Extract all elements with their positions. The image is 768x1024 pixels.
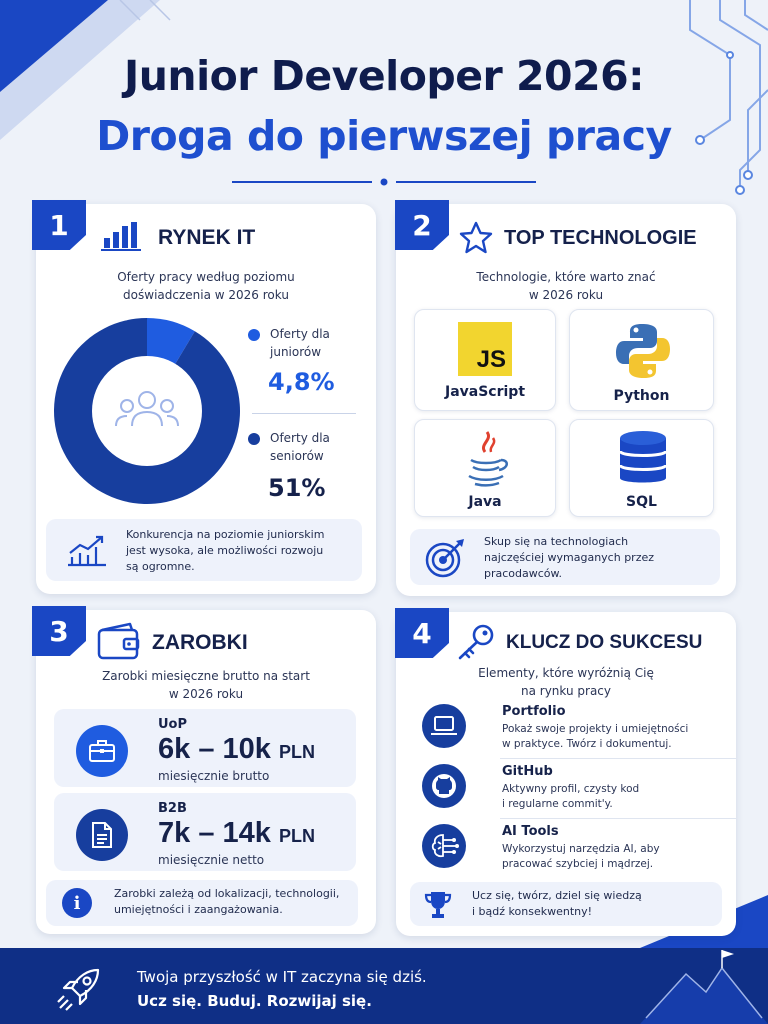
tech-name: Python	[613, 388, 670, 404]
section-number-badge: 3	[32, 606, 86, 656]
target-icon	[425, 539, 464, 578]
title-divider	[232, 178, 536, 186]
salary-uop: UoP 6k – 10k PLN miesięcznie brutto	[54, 709, 356, 787]
success-item-title: AI Tools	[502, 824, 559, 839]
tech-note: Skup się na technologiach najczęściej wym…	[410, 529, 720, 585]
salary-value: 6k – 10k PLN	[158, 733, 315, 765]
section-title: KLUCZ DO SUKCESU	[506, 632, 703, 653]
tech-note-text: Skup się na technologiach najczęściej wym…	[484, 535, 655, 580]
tech-tile-javascript: JS JavaScript	[414, 309, 556, 411]
legend-separator	[252, 413, 356, 414]
tech-name: JavaScript	[444, 384, 526, 400]
ai-brain-icon	[422, 824, 466, 868]
separator	[500, 758, 736, 759]
market-note: Konkurencja na poziomie juniorskim jest w…	[46, 519, 362, 581]
legend-dot-seniors	[248, 433, 260, 445]
section-title: ZAROBKI	[152, 631, 248, 654]
donut-chart	[53, 318, 240, 504]
key-icon	[458, 624, 494, 660]
database-icon	[618, 431, 668, 483]
salary-b2b: B2B 7k – 14k PLN miesięcznie netto	[54, 793, 356, 871]
page-title: Junior Developer 2026:	[123, 52, 645, 100]
tech-tile-python: Python	[569, 309, 714, 411]
tech-name: Java	[468, 494, 502, 510]
success-item-github: GitHub Aktywny profil, czysty kod i regul…	[418, 762, 748, 818]
rocket-icon	[57, 968, 100, 1011]
js-logo-text: JS	[476, 346, 506, 373]
tech-tile-java: Java	[414, 419, 556, 517]
success-note: Ucz się, twórz, dziel się wiedzą i bądź k…	[410, 882, 722, 926]
tech-name: SQL	[626, 494, 657, 510]
section-subtitle: Technologie, które warto znać w 2026 roku	[476, 270, 656, 302]
section-number-badge: 1	[32, 200, 86, 250]
info-icon: i	[62, 888, 92, 918]
python-logo-icon	[616, 324, 670, 378]
success-item-title: GitHub	[502, 764, 553, 779]
github-icon	[422, 764, 466, 808]
success-item-desc: Pokaż swoje projekty i umiejętności w pra…	[502, 723, 689, 750]
salary-note: miesięcznie brutto	[158, 769, 270, 783]
salary-note-text: Zarobki zależą od lokalizacji, technolog…	[114, 887, 340, 916]
salary-note: miesięcznie netto	[158, 853, 265, 867]
laptop-icon	[422, 704, 466, 748]
trophy-icon	[424, 892, 452, 918]
salary-value: 7k – 14k PLN	[158, 817, 315, 849]
document-icon	[76, 809, 128, 861]
section-subtitle: Zarobki miesięczne brutto na start w 2026…	[102, 669, 310, 701]
legend-label-seniors: Oferty dla seniorów	[270, 431, 330, 463]
bar-chart-icon	[101, 222, 141, 251]
section-subtitle: Elementy, które wyróżnią Cię na rynku pra…	[478, 666, 654, 698]
juniors-value: 4,8%	[268, 368, 335, 396]
success-item-ai-tools: AI Tools Wykorzystuj narzędzia AI, aby pr…	[418, 822, 748, 878]
page-subtitle: Droga do pierwszej pracy	[96, 112, 672, 160]
mountain-flag-icon	[640, 950, 768, 1024]
java-logo-icon	[468, 431, 508, 487]
seniors-value: 51%	[268, 474, 326, 502]
tech-tile-sql: SQL	[569, 419, 714, 517]
star-icon	[459, 221, 493, 254]
section-number-badge: 4	[395, 608, 449, 658]
legend-label-juniors: Oferty dla juniorów	[270, 327, 330, 359]
trend-up-icon	[68, 535, 106, 567]
success-item-portfolio: Portfolio Pokaż swoje projekty i umiejęt…	[418, 702, 748, 758]
briefcase-icon	[76, 725, 128, 777]
success-item-desc: Wykorzystuj narzędzia AI, aby pracować sz…	[502, 843, 660, 870]
section-subtitle: Oferty pracy według poziomu doświadczenia…	[117, 270, 295, 302]
salary-type: UoP	[158, 717, 188, 732]
success-note-text: Ucz się, twórz, dziel się wiedzą i bądź k…	[472, 889, 642, 918]
footer-line1: Twoja przyszłość w IT zaczyna się dziś.	[137, 968, 427, 986]
market-note-text: Konkurencja na poziomie juniorskim jest w…	[126, 528, 325, 573]
section-title: RYNEK IT	[158, 226, 256, 249]
legend-dot-juniors	[248, 329, 260, 341]
wallet-icon	[97, 622, 140, 660]
section-title: TOP TECHNOLOGIE	[504, 227, 697, 249]
salary-note-box: i Zarobki zależą od lokalizacji, technol…	[46, 880, 358, 926]
footer-banner	[0, 948, 768, 1024]
success-item-title: Portfolio	[502, 704, 566, 719]
people-icon	[115, 391, 179, 427]
footer-line2: Ucz się. Buduj. Rozwijaj się.	[137, 992, 372, 1010]
separator	[500, 818, 736, 819]
section-number-badge: 2	[395, 200, 449, 250]
salary-type: B2B	[158, 801, 187, 816]
success-item-desc: Aktywny profil, czysty kod i regularne co…	[502, 783, 640, 810]
javascript-logo-icon: JS	[458, 322, 512, 376]
